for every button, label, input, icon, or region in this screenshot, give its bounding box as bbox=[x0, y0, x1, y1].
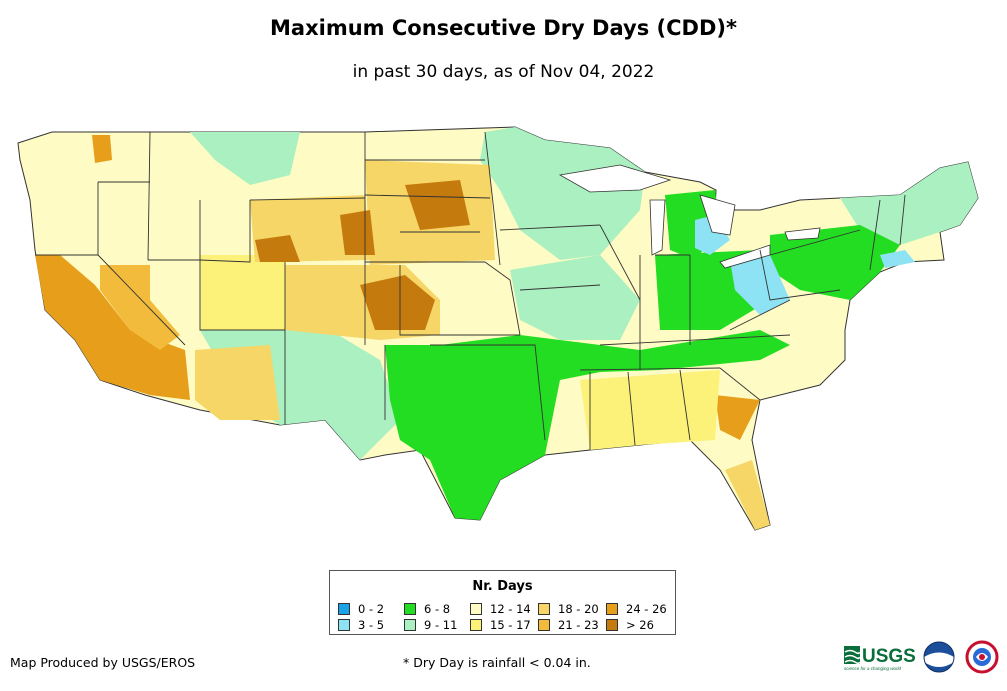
legend-label: > 26 bbox=[626, 618, 654, 632]
map-title: Maximum Consecutive Dry Days (CDD)* bbox=[270, 16, 737, 40]
legend-swatch bbox=[606, 619, 618, 631]
legend-swatch bbox=[470, 603, 482, 615]
legend-label: 9 - 11 bbox=[424, 618, 458, 632]
region-ne-blue bbox=[880, 250, 915, 268]
lake-huron bbox=[699, 194, 736, 236]
region-idaho-orange bbox=[92, 135, 112, 163]
region-wyoming-brown bbox=[255, 235, 300, 262]
legend-item-15-17: 15 - 17 bbox=[470, 617, 538, 633]
region-michigan-blue bbox=[695, 215, 730, 255]
map-credit: Map Produced by USGS/EROS bbox=[10, 655, 196, 670]
region-ohio-pa-blue bbox=[730, 255, 790, 315]
legend-box: Nr. Days 0 - 2 3 - 5 6 - 8 9 - 11 12 - 1… bbox=[329, 570, 676, 635]
region-southeast-yellow bbox=[580, 370, 720, 450]
legend-swatch bbox=[404, 603, 416, 615]
region-nebraska-brown bbox=[340, 210, 375, 255]
legend-item-21-23: 21 - 23 bbox=[538, 617, 606, 633]
region-north-central-mint bbox=[480, 127, 645, 260]
legend-label: 0 - 2 bbox=[358, 602, 385, 616]
legend-item-18-20: 18 - 20 bbox=[538, 601, 606, 617]
legend-swatch bbox=[470, 619, 482, 631]
legend-label: 3 - 5 bbox=[358, 618, 385, 632]
legend-swatch bbox=[338, 603, 350, 615]
legend-item-6-8: 6 - 8 bbox=[404, 601, 470, 617]
us-cdd-map bbox=[17, 126, 979, 531]
region-central-mint bbox=[510, 255, 640, 340]
legend-grid: 0 - 2 3 - 5 6 - 8 9 - 11 12 - 14 15 - 17… bbox=[338, 601, 673, 633]
legend-item-9-11: 9 - 11 bbox=[404, 617, 470, 633]
legend-label: 12 - 14 bbox=[490, 602, 531, 616]
legend-swatch bbox=[404, 619, 416, 631]
legend-swatch bbox=[538, 603, 550, 615]
legend-item-12-14: 12 - 14 bbox=[470, 601, 538, 617]
usgs-logo: USGS science for a changing world bbox=[844, 646, 916, 671]
region-montana-mint bbox=[190, 132, 300, 185]
state-boundaries bbox=[35, 131, 906, 450]
noaa-logo: noaa bbox=[923, 641, 955, 673]
lake-michigan bbox=[649, 199, 666, 256]
usgs-wordmark: USGS bbox=[862, 646, 916, 667]
region-south-green bbox=[385, 330, 790, 520]
legend-label: 6 - 8 bbox=[424, 602, 451, 616]
legend-swatch bbox=[538, 619, 550, 631]
usgs-tagline: science for a changing world bbox=[844, 666, 902, 671]
legend-item-over-26: > 26 bbox=[606, 617, 672, 633]
agency-logos: USGS science for a changing world noaa bbox=[844, 640, 999, 674]
lake-ontario bbox=[784, 227, 821, 241]
legend-swatch bbox=[606, 603, 618, 615]
region-northeast-mint bbox=[840, 162, 978, 245]
legend-label: 18 - 20 bbox=[558, 602, 599, 616]
legend-title: Nr. Days bbox=[472, 579, 533, 594]
region-dakota-brown bbox=[405, 180, 470, 230]
legend-label: 15 - 17 bbox=[490, 618, 531, 632]
map-subtitle: in past 30 days, as of Nov 04, 2022 bbox=[352, 62, 655, 82]
region-ny-green bbox=[770, 225, 900, 300]
region-nevada-gold bbox=[100, 265, 180, 350]
lake-superior bbox=[558, 164, 672, 193]
noaa-wordmark: noaa bbox=[933, 652, 944, 658]
legend-item-0-2: 0 - 2 bbox=[338, 601, 404, 617]
legend-label: 21 - 23 bbox=[558, 618, 599, 632]
region-utah-yellow bbox=[200, 255, 285, 330]
legend-item-3-5: 3 - 5 bbox=[338, 617, 404, 633]
region-california-orange bbox=[35, 255, 190, 400]
region-florida-gold bbox=[725, 460, 770, 530]
region-carolina-orange bbox=[715, 395, 760, 440]
legend-item-24-26: 24 - 26 bbox=[606, 601, 672, 617]
region-colorado-brown bbox=[360, 275, 435, 330]
legend-swatch bbox=[338, 619, 350, 631]
nws-logo bbox=[965, 640, 999, 674]
region-arizona-yellow bbox=[195, 345, 280, 420]
dry-day-footnote: * Dry Day is rainfall < 0.04 in. bbox=[403, 655, 591, 670]
legend-label: 24 - 26 bbox=[626, 602, 667, 616]
